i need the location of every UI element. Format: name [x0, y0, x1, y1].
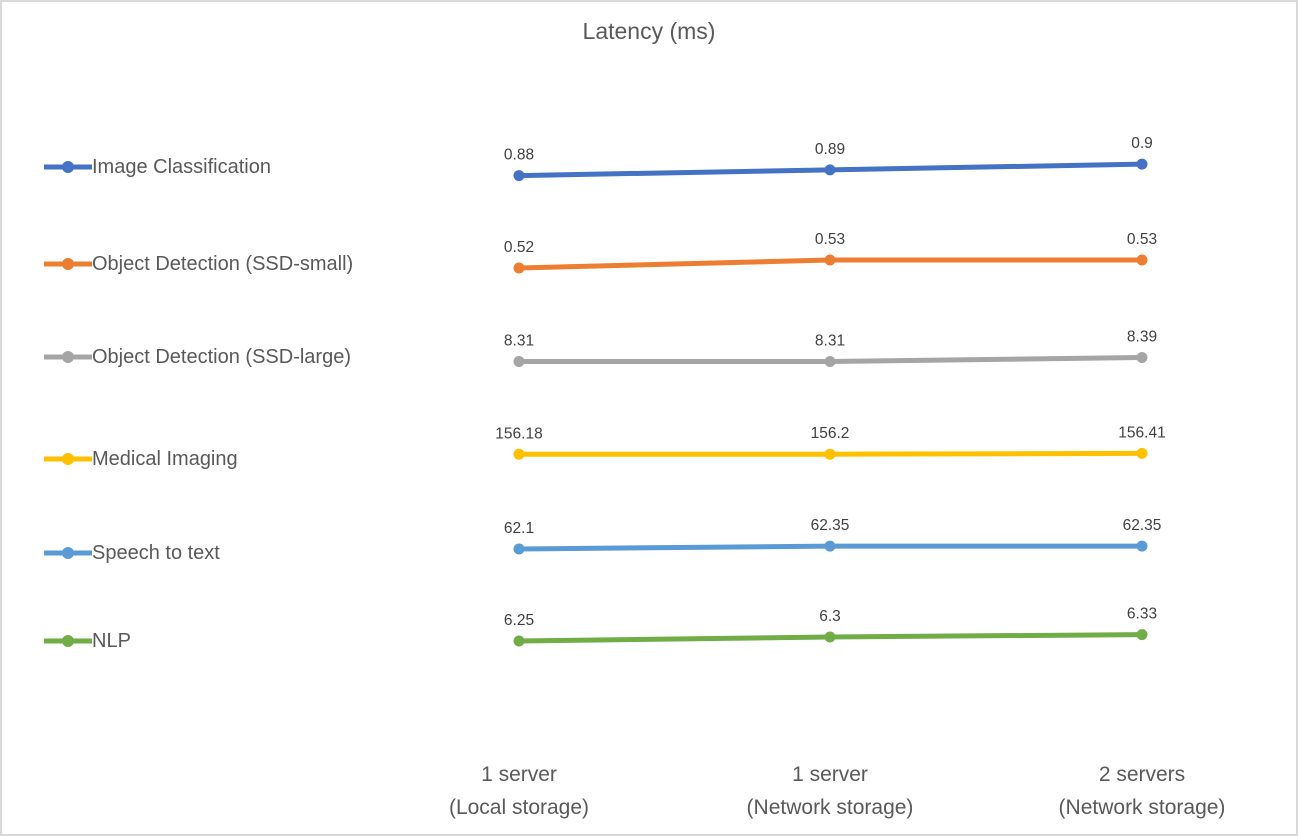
data-point-marker [513, 448, 525, 460]
data-label: 156.2 [811, 425, 850, 442]
x-axis-label-line: 2 servers [1098, 763, 1186, 786]
legend-item: Speech to text [44, 508, 220, 598]
data-point-marker [824, 356, 836, 367]
data-point-marker [1136, 158, 1148, 170]
legend-line-marker-icon [44, 453, 92, 465]
data-point-marker [1136, 540, 1148, 552]
data-label: 8.31 [504, 333, 534, 350]
data-point-marker [513, 262, 525, 274]
legend-item: Image Classification [44, 122, 271, 212]
x-axis-label: 1 server (Network storage) [680, 758, 980, 824]
data-point-marker [824, 254, 836, 266]
data-point-marker [1136, 352, 1148, 363]
legend-dot [62, 161, 74, 173]
series-plot: 156.18 156.2 156.41 [495, 424, 1166, 460]
legend-item: Object Detection (SSD-small) [44, 219, 353, 309]
x-axis-label: 1 server (Local storage) [369, 758, 669, 824]
legend-label: Object Detection (SSD-large) [92, 345, 351, 368]
data-point-marker [824, 164, 836, 176]
legend-line-marker-icon [44, 258, 92, 270]
data-point-marker [824, 448, 836, 460]
legend-item: Object Detection (SSD-large) [44, 312, 351, 402]
legend-dot [62, 258, 74, 270]
x-axis-label-line: (Local storage) [448, 796, 590, 819]
data-label: 62.35 [1123, 517, 1162, 534]
x-axis-label-line: (Network storage) [746, 796, 914, 819]
series-plot: 6.25 6.3 6.33 [504, 606, 1157, 647]
data-label: 0.9 [1131, 135, 1153, 152]
legend-dot [62, 453, 74, 465]
series-row: Object Detection (SSD-large) 8.31 8.31 8.39 [2, 312, 1296, 402]
data-label: 0.53 [815, 231, 845, 248]
legend-dot [62, 547, 74, 559]
legend-line-marker-icon [44, 161, 92, 173]
data-label: 62.35 [811, 517, 850, 534]
x-axis-label-line: 1 server [481, 763, 557, 786]
data-label: 8.31 [815, 333, 845, 350]
data-point-marker [1136, 254, 1148, 266]
data-point-marker [824, 631, 836, 643]
legend-line-marker-icon [44, 635, 92, 647]
data-label: 6.33 [1127, 606, 1157, 623]
data-label: 6.3 [819, 608, 841, 625]
data-point-marker [513, 170, 525, 182]
series-row: NLP 6.25 6.3 6.33 [2, 596, 1296, 686]
series-plot: 0.88 0.89 0.9 [504, 135, 1153, 182]
series-plot: 0.52 0.53 0.53 [504, 231, 1157, 274]
data-point-marker [1136, 447, 1148, 459]
legend-item: NLP [44, 596, 131, 686]
data-point-marker [513, 356, 525, 367]
x-axis-label-line: (Network storage) [1058, 796, 1226, 819]
legend-dot [62, 635, 74, 647]
data-label: 6.25 [504, 612, 534, 629]
series-row: Object Detection (SSD-small) 0.52 0.53 0.53 [2, 219, 1296, 309]
data-label: 156.41 [1118, 424, 1165, 441]
data-label: 62.1 [504, 520, 534, 537]
series-row: Speech to text 62.1 62.35 62.35 [2, 508, 1296, 598]
x-axis-label-line: 1 server [792, 763, 868, 786]
data-label: 0.52 [504, 239, 534, 256]
series-row: Image Classification 0.88 0.89 0.9 [2, 122, 1296, 212]
data-label: 156.18 [495, 425, 542, 442]
legend-item: Medical Imaging [44, 414, 238, 504]
data-point-marker [824, 540, 836, 552]
x-axis-label: 2 servers (Network storage) [992, 758, 1292, 824]
legend-line-marker-icon [44, 351, 92, 363]
data-label: 0.89 [815, 141, 845, 158]
legend-label: Medical Imaging [92, 447, 238, 470]
legend-label: Object Detection (SSD-small) [92, 252, 354, 275]
legend-line-marker-icon [44, 547, 92, 559]
series-plot: 8.31 8.31 8.39 [504, 329, 1157, 367]
data-point-marker [513, 635, 525, 647]
legend-label: NLP [92, 629, 131, 652]
legend-dot [62, 351, 74, 363]
data-label: 0.53 [1127, 231, 1157, 248]
series-plot: 62.1 62.35 62.35 [504, 517, 1162, 555]
data-label: 8.39 [1127, 329, 1157, 346]
legend-label: Image Classification [92, 155, 271, 178]
legend-label: Speech to text [92, 541, 220, 564]
chart-title: Latency (ms) [582, 18, 716, 44]
data-point-marker [1136, 629, 1148, 641]
data-label: 0.88 [504, 147, 534, 164]
data-point-marker [513, 543, 525, 555]
series-row: Medical Imaging 156.18 156.2 156.41 [2, 414, 1296, 504]
